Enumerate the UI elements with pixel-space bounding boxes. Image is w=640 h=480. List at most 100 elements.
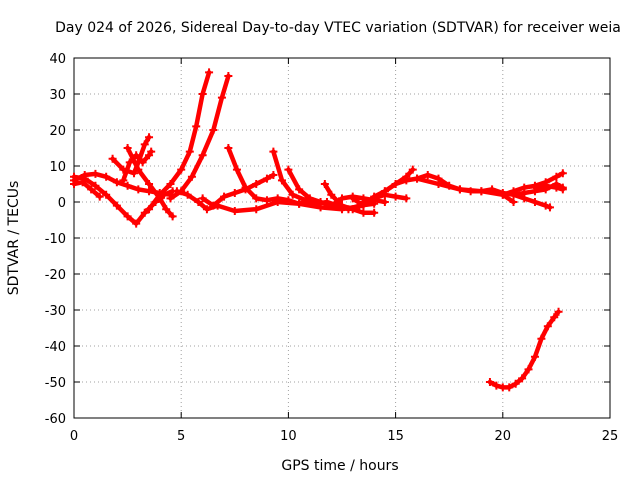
data-point bbox=[530, 352, 539, 361]
data-point bbox=[402, 194, 411, 203]
y-tick-label: -60 bbox=[45, 412, 66, 427]
data-point bbox=[166, 180, 175, 188]
series-arc-21 bbox=[530, 181, 567, 194]
data-point bbox=[541, 181, 550, 190]
data-point bbox=[108, 154, 117, 163]
data-point bbox=[295, 199, 304, 208]
data-point bbox=[543, 322, 552, 331]
series-arc-2 bbox=[70, 178, 104, 201]
data-point bbox=[338, 201, 346, 210]
data-point bbox=[485, 378, 494, 386]
data-point bbox=[295, 185, 304, 194]
data-point bbox=[511, 379, 520, 388]
data-point bbox=[359, 198, 368, 206]
y-tick-label: -40 bbox=[45, 340, 66, 355]
data-point bbox=[192, 122, 201, 131]
data-point bbox=[269, 147, 278, 156]
data-point bbox=[134, 165, 143, 174]
data-point bbox=[509, 198, 518, 206]
series-arc-6 bbox=[123, 144, 177, 221]
data-point bbox=[423, 171, 432, 179]
y-tick-label: 30 bbox=[49, 88, 66, 103]
x-tick-label: 10 bbox=[280, 429, 297, 444]
data-point bbox=[123, 144, 132, 152]
data-point bbox=[102, 190, 111, 199]
data-point bbox=[284, 165, 293, 174]
data-point bbox=[205, 68, 214, 77]
data-point bbox=[537, 334, 546, 343]
data-point bbox=[209, 126, 218, 134]
y-tick-label: 20 bbox=[49, 124, 66, 139]
data-point bbox=[554, 307, 563, 316]
data-point bbox=[198, 151, 207, 160]
data-point bbox=[95, 192, 104, 201]
data-point bbox=[348, 194, 357, 203]
data-point bbox=[145, 180, 154, 188]
data-point bbox=[80, 174, 89, 183]
data-point bbox=[413, 174, 422, 183]
series-arc-11 bbox=[224, 144, 314, 208]
data-point bbox=[87, 185, 96, 194]
data-point bbox=[112, 201, 121, 210]
data-point bbox=[155, 190, 164, 199]
data-point bbox=[123, 212, 132, 221]
series-arc-7 bbox=[145, 68, 214, 214]
series-arc-5 bbox=[119, 147, 156, 185]
data-point bbox=[187, 172, 196, 181]
data-point bbox=[545, 203, 554, 212]
data-point bbox=[91, 181, 100, 190]
data-point bbox=[520, 194, 529, 203]
data-point bbox=[177, 165, 186, 174]
data-point bbox=[434, 180, 443, 188]
series-arc-8 bbox=[166, 72, 233, 203]
data-point bbox=[262, 196, 271, 205]
data-point bbox=[138, 158, 147, 167]
data-point bbox=[183, 190, 192, 199]
data-point bbox=[370, 208, 379, 217]
data-point bbox=[194, 198, 203, 206]
x-tick-label: 0 bbox=[70, 429, 78, 444]
data-point bbox=[552, 183, 561, 192]
series-line bbox=[146, 70, 212, 212]
data-point bbox=[252, 194, 261, 203]
data-point bbox=[524, 365, 533, 374]
data-point bbox=[119, 176, 128, 185]
data-point bbox=[505, 383, 514, 392]
y-tick-label: 10 bbox=[49, 160, 66, 175]
y-tick-label: 0 bbox=[58, 196, 66, 211]
data-point bbox=[224, 72, 233, 80]
data-point bbox=[380, 198, 389, 206]
data-point bbox=[252, 205, 261, 214]
y-tick-label: -10 bbox=[45, 232, 66, 247]
x-tick-label: 25 bbox=[602, 429, 619, 444]
data-layer bbox=[70, 68, 567, 392]
data-point bbox=[220, 192, 229, 201]
data-point bbox=[112, 178, 121, 187]
data-point bbox=[123, 181, 132, 190]
data-point bbox=[277, 176, 286, 185]
data-point bbox=[172, 187, 181, 196]
data-point bbox=[530, 183, 539, 192]
data-point bbox=[327, 190, 336, 199]
data-point bbox=[558, 169, 567, 178]
data-point bbox=[455, 185, 464, 194]
x-tick-label: 15 bbox=[387, 429, 404, 444]
data-point bbox=[132, 219, 141, 228]
data-point bbox=[91, 169, 100, 178]
tick-layer: -60 -50 -40 -30 -20 -10 0 10 20 30 40 0 5 10 15 20 25 bbox=[45, 52, 619, 444]
data-point bbox=[232, 165, 241, 174]
data-point bbox=[370, 194, 379, 203]
y-tick-label: -20 bbox=[45, 268, 66, 283]
data-point bbox=[558, 185, 567, 194]
data-point bbox=[198, 90, 207, 98]
data-point bbox=[530, 198, 539, 206]
data-point bbox=[320, 180, 329, 188]
series-arc-19 bbox=[509, 190, 554, 212]
data-point bbox=[230, 207, 239, 215]
data-point bbox=[477, 187, 486, 196]
data-point bbox=[145, 205, 154, 214]
y-axis-label: SDTVAR / TECUs bbox=[6, 181, 22, 296]
x-axis-label: GPS time / hours bbox=[281, 458, 398, 474]
data-point bbox=[70, 180, 78, 188]
